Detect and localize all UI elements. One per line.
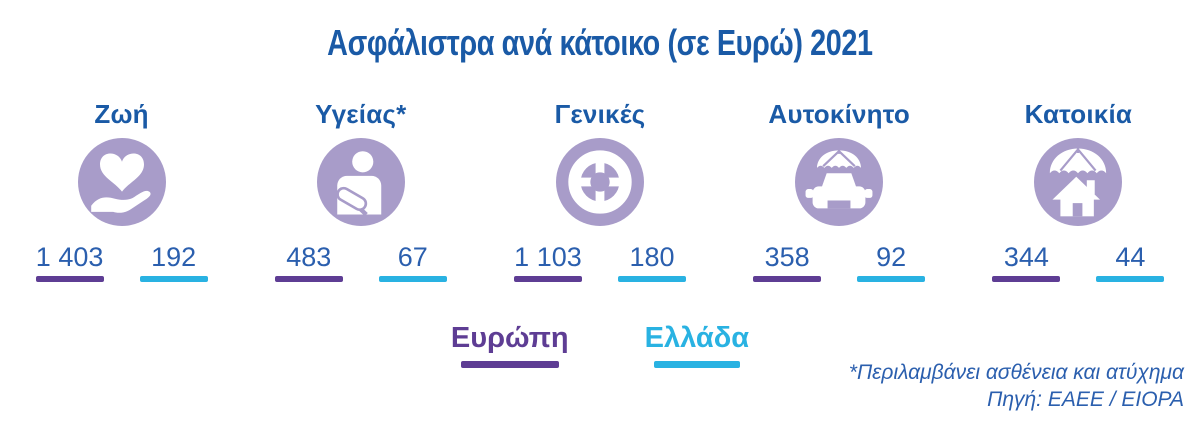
chart-title: Ασφάλιστρα ανά κάτοικο (σε Ευρώ) 2021 [327,22,873,63]
category-label: Γενικές [554,99,646,129]
greece-underline [1096,276,1165,282]
chart-title-row: Ασφάλιστρα ανά κάτοικο (σε Ευρώ) 2021 [0,0,1200,64]
heart-in-hand-icon [77,138,166,226]
greece-value: 67 [397,242,428,272]
europe-value-item: 344 [992,242,1061,282]
category-label: Υγείας* [315,99,407,129]
greece-value-item: 192 [139,242,208,282]
greece-underline [617,276,686,282]
value-pair: 1 103 180 [513,242,686,282]
category-column-health: Υγείας* 483 67 [245,98,477,282]
greece-underline [139,276,208,282]
category-column-life: Ζωή 1 403 192 [6,98,238,282]
legend-swatch-greece [653,361,740,368]
value-pair: 344 44 [992,242,1165,282]
europe-underline [35,276,104,282]
europe-value: 1 403 [35,242,104,272]
car-umbrella-icon [795,138,884,226]
legend-swatch-europe [460,361,559,368]
europe-value: 344 [1003,242,1049,272]
europe-value: 483 [286,242,332,272]
category-column-general: Γενικές 1 103 180 [484,98,716,282]
greece-underline [857,276,926,282]
greece-value: 180 [629,242,675,272]
legend-item-europe: Ευρώπη [451,322,569,368]
greece-value-item: 180 [617,242,686,282]
greece-underline [378,276,447,282]
europe-value: 358 [764,242,810,272]
europe-value-item: 1 103 [513,242,582,282]
category-label: Ζωή [94,99,149,129]
legend: Ευρώπη Ελλάδα [0,322,1200,368]
europe-underline [513,276,582,282]
greece-value: 44 [1115,242,1146,272]
europe-value-item: 358 [753,242,822,282]
legend-item-greece: Ελλάδα [644,322,750,368]
footnotes: *Περιλαμβάνει ασθένεια και ατύχημα Πηγή:… [849,359,1184,414]
house-umbrella-icon [1034,138,1123,226]
greece-value: 192 [151,242,197,272]
category-column-home: Κατοικία 344 44 [962,98,1194,282]
value-pair: 358 92 [753,242,926,282]
greece-value-item: 67 [378,242,447,282]
footnote-asterisk: *Περιλαμβάνει ασθένεια και ατύχημα [848,360,1184,384]
footnote-source: Πηγή: ΕΑΕΕ / EIOPA [987,388,1184,412]
arm-in-sling-icon [316,138,405,226]
legend-label-greece: Ελλάδα [644,322,750,354]
greece-value: 92 [876,242,907,272]
legend-label-europe: Ευρώπη [450,322,569,354]
category-label: Κατοικία [1024,99,1133,129]
value-pair: 1 403 192 [35,242,208,282]
category-column-car: Αυτοκίνητο 358 92 [723,98,955,282]
greece-value-item: 44 [1096,242,1165,282]
europe-value: 1 103 [514,242,582,272]
europe-underline [753,276,822,282]
value-pair: 483 67 [274,242,447,282]
europe-value-item: 483 [274,242,343,282]
europe-underline [992,276,1061,282]
europe-underline [274,276,343,282]
europe-value-item: 1 403 [35,242,104,282]
category-columns: Ζωή 1 403 192 Υγείας* [0,98,1200,282]
lifebuoy-icon [555,138,644,226]
greece-value-item: 92 [857,242,926,282]
category-label: Αυτοκίνητο [768,99,910,129]
